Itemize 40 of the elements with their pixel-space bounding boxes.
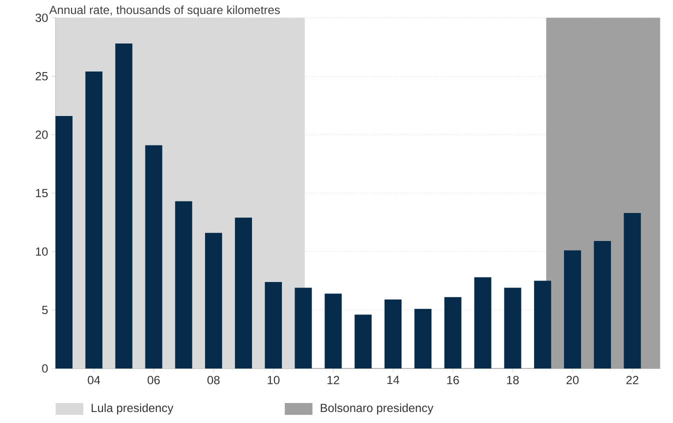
x-tick-label: 20 <box>566 376 579 384</box>
bar <box>624 213 641 369</box>
bar <box>384 300 402 369</box>
y-tick-label: 20 <box>36 130 48 139</box>
y-tick-label: 25 <box>36 72 48 81</box>
bar <box>85 72 102 369</box>
bar <box>294 288 312 369</box>
chart-title: Annual rate, thousands of square kilometres <box>49 6 280 17</box>
bar <box>354 314 372 369</box>
legend-label: Lula presidency <box>92 404 174 415</box>
x-tick-label: 08 <box>207 376 220 384</box>
x-tick-label: 04 <box>88 376 100 384</box>
x-tick-label: 06 <box>148 376 160 384</box>
x-tick-label: 16 <box>447 376 459 384</box>
bar <box>55 116 73 369</box>
bar <box>324 294 342 369</box>
x-tick-label: 14 <box>387 376 400 384</box>
bar <box>414 308 432 369</box>
bar <box>264 282 282 369</box>
bar <box>564 250 582 369</box>
bar <box>474 277 492 369</box>
y-tick-label: 30 <box>36 14 48 22</box>
y-tick-label: 0 <box>42 364 48 373</box>
bar <box>504 288 522 369</box>
x-tick-label: 12 <box>328 376 340 384</box>
bar <box>115 44 132 369</box>
bar <box>145 145 162 369</box>
bar <box>594 241 611 369</box>
x-tick-label: 10 <box>268 376 280 384</box>
bar <box>444 297 462 369</box>
legend-label: Bolsonaro presidency <box>320 404 434 415</box>
bar <box>205 232 222 369</box>
y-tick-label: 10 <box>36 247 48 256</box>
bar <box>234 218 252 369</box>
x-tick-label: 22 <box>626 376 638 384</box>
y-tick-label: 5 <box>42 306 48 314</box>
x-tick-label: 18 <box>507 376 519 384</box>
y-tick-label: 15 <box>36 189 48 198</box>
bar <box>175 201 192 369</box>
bar <box>534 280 552 369</box>
